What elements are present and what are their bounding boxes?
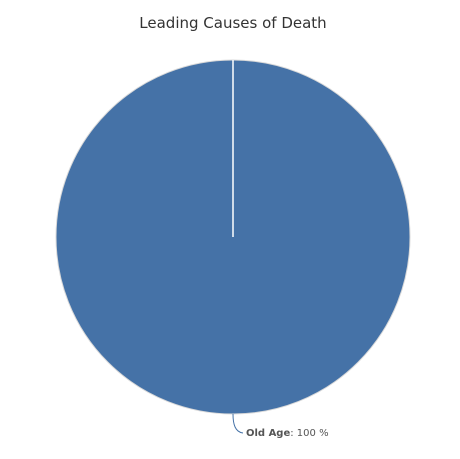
data-label-name: Old Age: [246, 428, 290, 439]
pie-data-labels: Old Age: 100 %: [232, 413, 329, 439]
data-label-connector: [232, 413, 244, 434]
data-label-old-age: Old Age: 100 %: [246, 428, 329, 439]
pie-slices: [55, 59, 411, 415]
data-label-value: : 100 %: [290, 428, 328, 439]
chart-title: Leading Causes of Death: [139, 14, 326, 32]
